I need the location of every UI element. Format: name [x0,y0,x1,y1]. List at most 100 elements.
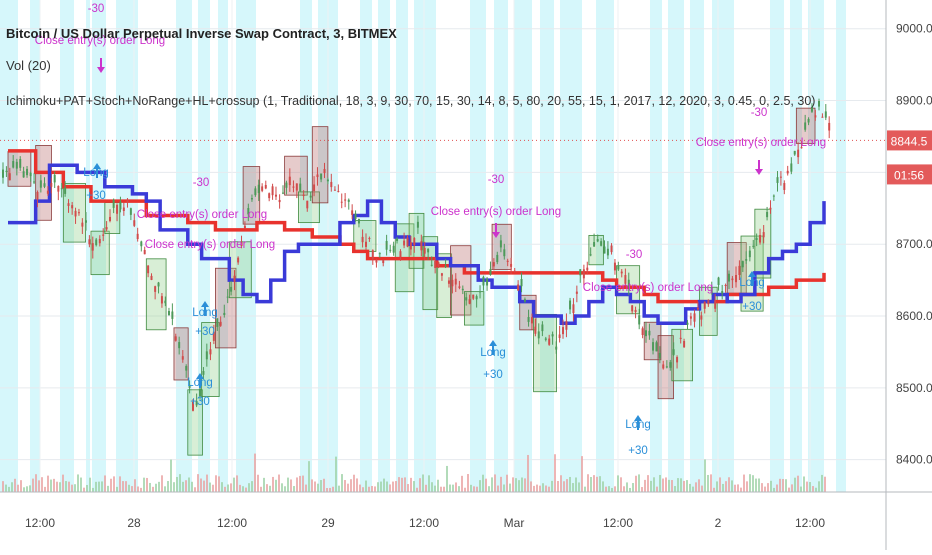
candle-up [326,179,329,182]
candle-down [534,326,537,334]
volume-bar [611,487,613,492]
candle-down [154,286,157,292]
y-tick-label: 8500.0 [896,381,932,395]
candle-up [385,240,388,250]
candle-up [195,400,198,406]
candle-down [707,300,710,305]
volume-bar [470,484,472,492]
candle-up [157,282,160,287]
session-stripe [236,0,256,492]
volume-bar [791,484,793,492]
candle-up [537,331,540,339]
candle-up [444,265,447,268]
volume-bar [275,479,277,492]
candle-down [109,216,112,222]
volume-bar [515,478,517,492]
volume-bar [581,456,583,492]
candle-down [191,401,194,411]
candle-up [824,111,827,118]
volume-bar [593,475,595,492]
volume-bar [113,476,115,492]
volume-bar [428,475,430,492]
candle-down [136,233,139,240]
volume-bar [221,482,223,492]
volume-bar [722,483,724,492]
range-box-green [588,234,604,266]
candle-up [354,213,357,220]
volume-bar [122,481,124,492]
study-label[interactable]: Ichimoku+PAT+Stoch+NoRange+HL+crossup (1… [6,94,816,108]
candle-up [2,169,4,178]
annotation-label: +30 [86,190,106,202]
candle-down [447,280,450,284]
candle-down [271,186,274,196]
volume-bar [614,486,616,492]
volume-bar [29,485,31,492]
candle-up [320,173,323,180]
volume-bar [248,483,250,492]
candle-down [181,356,184,360]
volume-bar [287,477,289,492]
candle-up [772,195,775,197]
candle-down [261,186,264,191]
volume-bar [680,478,682,492]
volume-bar [617,475,619,492]
volume-bar [269,485,271,492]
candle-up [807,118,810,123]
bar-countdown-label: 01:56 [894,168,924,182]
candle-up [527,316,530,322]
candle-down [67,203,70,206]
candle-down [472,294,475,299]
volume-bar [242,486,244,492]
candle-down [409,242,412,250]
volume-bar [26,486,28,492]
candle-down [160,296,163,304]
volume-bar [335,456,337,492]
annotation-label: +30 [628,445,648,457]
session-stripe [116,0,138,492]
volume-bar [134,479,136,492]
candle-up [606,248,609,256]
volume-bar [812,486,814,492]
candle-down [278,199,281,203]
candle-up [748,250,751,258]
volume-bar [629,487,631,492]
volume-bar [251,481,253,492]
volume-bar [635,475,637,492]
candle-down [126,200,129,203]
annotation-label: Close entry(s) order Long [696,137,826,149]
volume-bar [755,478,757,492]
volume-bar [98,481,100,492]
candle-up [544,338,547,340]
volume-bar [749,474,751,492]
volume-label[interactable]: Vol (20) [6,58,51,73]
session-stripe [836,0,846,492]
volume-bar [767,483,769,492]
annotation-label: +30 [190,396,210,408]
candle-down [375,260,378,263]
candle-up [589,254,592,256]
volume-bar [809,482,811,492]
volume-bar [443,486,445,492]
volume-bar [179,474,181,492]
x-tick-label: 29 [321,516,335,530]
volume-bar [416,487,418,492]
volume-bar [569,476,571,492]
candle-up [199,388,202,397]
candle-down [759,234,762,243]
volume-bar [665,477,667,492]
candle-up [53,174,56,183]
volume-bar [518,480,520,492]
volume-bar [668,479,670,492]
volume-bar [446,465,448,492]
candle-down [676,357,679,363]
volume-bar [191,481,193,492]
volume-bar [476,486,478,492]
volume-bar [197,474,199,492]
annotation-label: Close entry(s) order Long [35,35,165,47]
candle-down [510,263,513,267]
candle-down [77,212,80,214]
candle-up [717,277,720,285]
session-stripe [0,0,18,492]
